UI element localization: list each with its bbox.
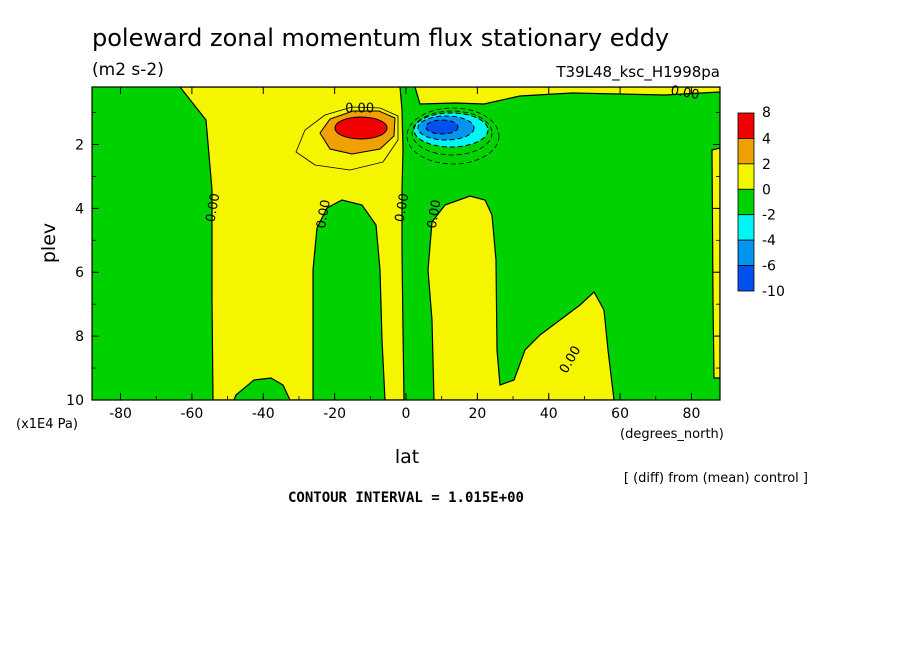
x-tick-label: -60 — [180, 406, 203, 422]
colorbar-label: 0 — [762, 182, 771, 198]
contour-label: 0.00 — [669, 83, 700, 103]
y-axis-title: plev — [38, 223, 60, 263]
colorbar: 8 4 2 0 -2 -4 -6 -10 — [737, 105, 785, 300]
contour-label: 0.00 — [204, 192, 224, 223]
negative-min-mid-dashed — [411, 110, 493, 156]
contour-label: 0.00 — [393, 192, 413, 223]
negative-min-blue — [425, 119, 459, 135]
positive-max-red — [334, 116, 388, 140]
chart-title: poleward zonal momentum flux stationary … — [92, 24, 669, 52]
colorbar-label: 8 — [762, 105, 771, 121]
contour-label: 0.00 — [345, 102, 374, 117]
x-tick-label: 60 — [611, 406, 629, 422]
colorbar-swatch — [737, 163, 755, 190]
y-tick-label: 6 — [75, 265, 84, 281]
x-axis-title: lat — [395, 446, 419, 468]
x-tick-label: -20 — [323, 406, 346, 422]
y-axis: 2 4 6 8 10 — [66, 112, 720, 409]
x-axis: -80 -60 -40 -20 0 20 40 60 80 — [109, 87, 700, 422]
positive-region-south-main — [179, 87, 405, 400]
x-unit-label: (degrees_north) — [620, 427, 724, 442]
colorbar-swatch — [737, 239, 755, 266]
positive-max-outer-contour — [295, 106, 399, 171]
footnote: [ (diff) from (mean) control ] — [624, 471, 808, 486]
x-tick-label: 0 — [402, 406, 411, 422]
contour-label: 0.00 — [425, 199, 445, 230]
contour-interval: CONTOUR INTERVAL = 1.015E+00 — [288, 490, 524, 506]
colorbar-swatch — [737, 112, 755, 139]
x-tick-label: -80 — [109, 406, 132, 422]
contour-labels: 0.000.00 0.00 0.00 0.000.000.00 — [204, 83, 701, 376]
colorbar-swatch — [737, 214, 755, 241]
x-tick-label: 40 — [540, 406, 558, 422]
colorbar-swatch — [737, 188, 755, 216]
chart-units: (m2 s-2) — [92, 60, 164, 80]
y-unit-label: (x1E4 Pa) — [16, 417, 78, 432]
colorbar-label: 4 — [762, 131, 771, 147]
colorbar-swatch — [737, 138, 755, 165]
contour-label: 0.00 — [314, 199, 334, 230]
run-label: T39L48_ksc_H1998pa — [555, 63, 720, 82]
colorbar-label: -10 — [762, 284, 785, 300]
colorbar-swatch — [737, 265, 755, 292]
colorbar-label: 2 — [762, 157, 771, 173]
y-tick-label: 10 — [66, 393, 84, 409]
y-tick-label: 2 — [75, 137, 84, 153]
negative-min-outer-dashed — [406, 107, 500, 165]
positive-region-north-pole — [711, 147, 720, 379]
x-tick-label: -40 — [252, 406, 275, 422]
y-tick-label: 4 — [75, 201, 84, 217]
colorbar-label: -2 — [762, 208, 776, 224]
y-tick-label: 8 — [75, 329, 84, 345]
positive-region-north-band — [414, 87, 720, 105]
x-tick-label: 20 — [468, 406, 486, 422]
x-tick-label: 80 — [683, 406, 701, 422]
background-negative-region — [92, 87, 720, 400]
positive-region-north-column — [427, 195, 615, 400]
colorbar-label: -6 — [762, 259, 776, 275]
plot-area — [92, 87, 720, 400]
colorbar-label: -4 — [762, 233, 776, 249]
